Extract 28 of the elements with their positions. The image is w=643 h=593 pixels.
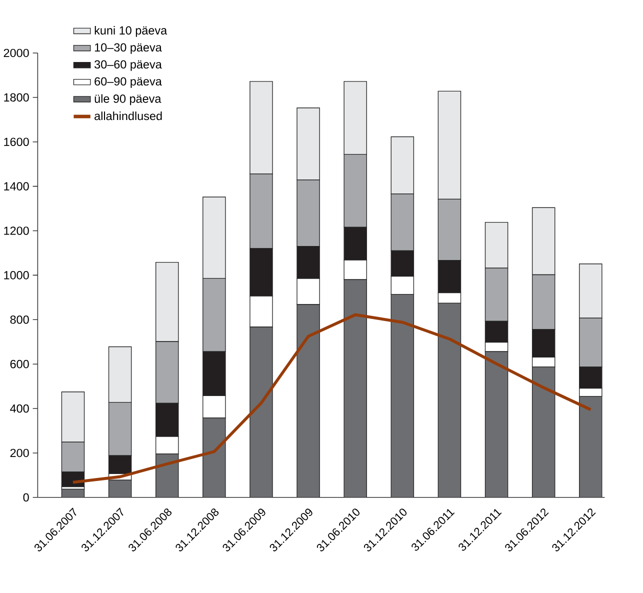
y-tick-label: 0 xyxy=(23,493,29,502)
y-tick-label: 200 xyxy=(10,449,29,458)
y-tick-label: 1000 xyxy=(4,271,29,280)
y-tick-label: 1400 xyxy=(4,182,29,191)
legend-label: üle 90 päeva xyxy=(94,94,162,106)
bar xyxy=(579,396,602,498)
y-tick-label: 1600 xyxy=(4,138,29,146)
legend-label: 60–90 päeva xyxy=(94,77,162,88)
line-series xyxy=(72,313,592,484)
y-tick-label: 1200 xyxy=(4,226,29,236)
y-tick-label: 1800 xyxy=(4,93,29,102)
bar xyxy=(296,304,320,498)
bar xyxy=(484,351,508,498)
bar xyxy=(250,326,273,498)
y-tick-label: 600 xyxy=(10,360,29,368)
bar xyxy=(438,303,462,498)
bar xyxy=(344,279,367,498)
legend-label: 10–30 päeva xyxy=(94,43,162,54)
bar xyxy=(202,418,226,498)
legend-label: kuni 10 päeva xyxy=(94,26,168,38)
bar xyxy=(532,366,556,498)
legend-label: allahindlused xyxy=(94,112,162,120)
bar xyxy=(108,480,132,498)
y-tick-label: 2000 xyxy=(4,49,29,58)
legend-label: 30–60 päeva xyxy=(94,60,162,72)
bar xyxy=(390,294,414,498)
y-tick-label: 400 xyxy=(10,404,29,413)
y-tick-label: 800 xyxy=(10,316,29,324)
